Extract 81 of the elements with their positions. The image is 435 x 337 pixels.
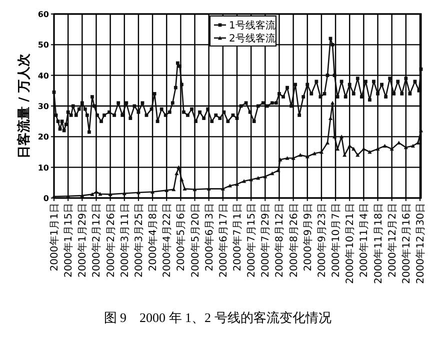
- point: [291, 156, 296, 160]
- point: [328, 116, 333, 120]
- point: [270, 171, 274, 176]
- point: [305, 154, 310, 158]
- x-tick-label: 2000年11月18日: [372, 203, 384, 284]
- y-tick-label: 40: [38, 71, 50, 80]
- x-tick-label: 2000年3月11日: [118, 203, 131, 278]
- x-tick-label: 2000年4月22日: [161, 203, 174, 278]
- point: [94, 190, 98, 194]
- x-tick-label: 2000年9月23日: [316, 203, 328, 278]
- x-tick-label: 2000年12月30日: [414, 203, 426, 284]
- x-tick-label: 2000年7月15日: [246, 203, 258, 278]
- point: [278, 158, 282, 162]
- x-tick-label: 2000年10月21日: [344, 203, 356, 284]
- point: [410, 144, 415, 148]
- point: [108, 192, 112, 196]
- point: [172, 187, 176, 192]
- point: [176, 165, 181, 170]
- point: [362, 146, 366, 151]
- point: [376, 146, 380, 151]
- y-tick-label: 30: [38, 102, 50, 111]
- point: [150, 190, 155, 194]
- x-tick-label: 2000年11月4日: [358, 203, 370, 278]
- point: [356, 153, 360, 157]
- x-tick-label: 2000年8月12日: [274, 203, 286, 278]
- point: [180, 178, 184, 182]
- point: [182, 186, 187, 190]
- point: [234, 182, 240, 186]
- x-tick-label: 2000年9月9日: [302, 203, 314, 272]
- x-tick-label: 2000年6月17日: [217, 203, 230, 278]
- x-tick-label: 2000年8月26日: [288, 203, 300, 278]
- legend-label: 1号线客流: [229, 20, 276, 32]
- point: [122, 191, 126, 196]
- x-tick-label: 2000年3月25日: [132, 203, 145, 278]
- y-tick-label: 20: [38, 132, 50, 142]
- x-tick-label: 2000年2月26日: [104, 203, 117, 278]
- x-tick-label: 2000年1月29日: [76, 203, 89, 278]
- x-tick-label: 2000年1月1日: [48, 203, 60, 272]
- x-tick-label: 2000年12月16日: [400, 203, 412, 284]
- point: [352, 146, 356, 151]
- point: [330, 100, 335, 105]
- y-tick-label: 60: [38, 10, 50, 19]
- x-tick-label: 2000年6月3日: [203, 203, 216, 272]
- point: [66, 194, 70, 198]
- point: [164, 188, 169, 192]
- point: [325, 140, 330, 144]
- x-tick-label: 2000年7月29日: [260, 203, 272, 278]
- point: [382, 144, 387, 148]
- point: [192, 187, 197, 192]
- point: [390, 146, 394, 151]
- x-tick-label: 2000年4月8日: [147, 203, 160, 272]
- point: [285, 156, 290, 160]
- point: [340, 134, 344, 138]
- point: [220, 186, 225, 190]
- point: [348, 144, 352, 148]
- x-tick-label: 2000年1月15日: [62, 203, 75, 278]
- y-axis-title: 日客流量 / 万人次: [16, 52, 32, 158]
- text: 图 9 2000 年 1、2 号线的客流变化情况: [104, 310, 332, 325]
- point: [80, 194, 84, 198]
- point: [228, 184, 232, 188]
- y-tick-label: 50: [38, 40, 50, 50]
- legend-label: 2号线客流: [229, 32, 276, 44]
- x-tick-label: 2000年5月20日: [189, 203, 202, 278]
- x-tick-label: 2000年10月7日: [330, 203, 342, 278]
- point: [242, 179, 246, 183]
- point: [206, 186, 211, 190]
- point: [298, 153, 302, 157]
- x-tick-label: 2000年12月2日: [386, 203, 398, 278]
- point: [404, 145, 408, 150]
- x-tick-label: 2000年7月1日: [231, 203, 244, 272]
- point: [90, 192, 94, 196]
- point: [396, 140, 401, 144]
- x-tick-label: 2000年5月6日: [175, 203, 188, 272]
- point: [256, 176, 260, 180]
- point: [276, 168, 280, 172]
- point: [174, 171, 179, 176]
- point: [263, 174, 268, 178]
- y-tick-label: 10: [38, 163, 50, 172]
- y-tick-label: 0: [43, 194, 50, 203]
- point: [249, 178, 254, 182]
- x-tick-label: 2000年2月12日: [90, 203, 103, 278]
